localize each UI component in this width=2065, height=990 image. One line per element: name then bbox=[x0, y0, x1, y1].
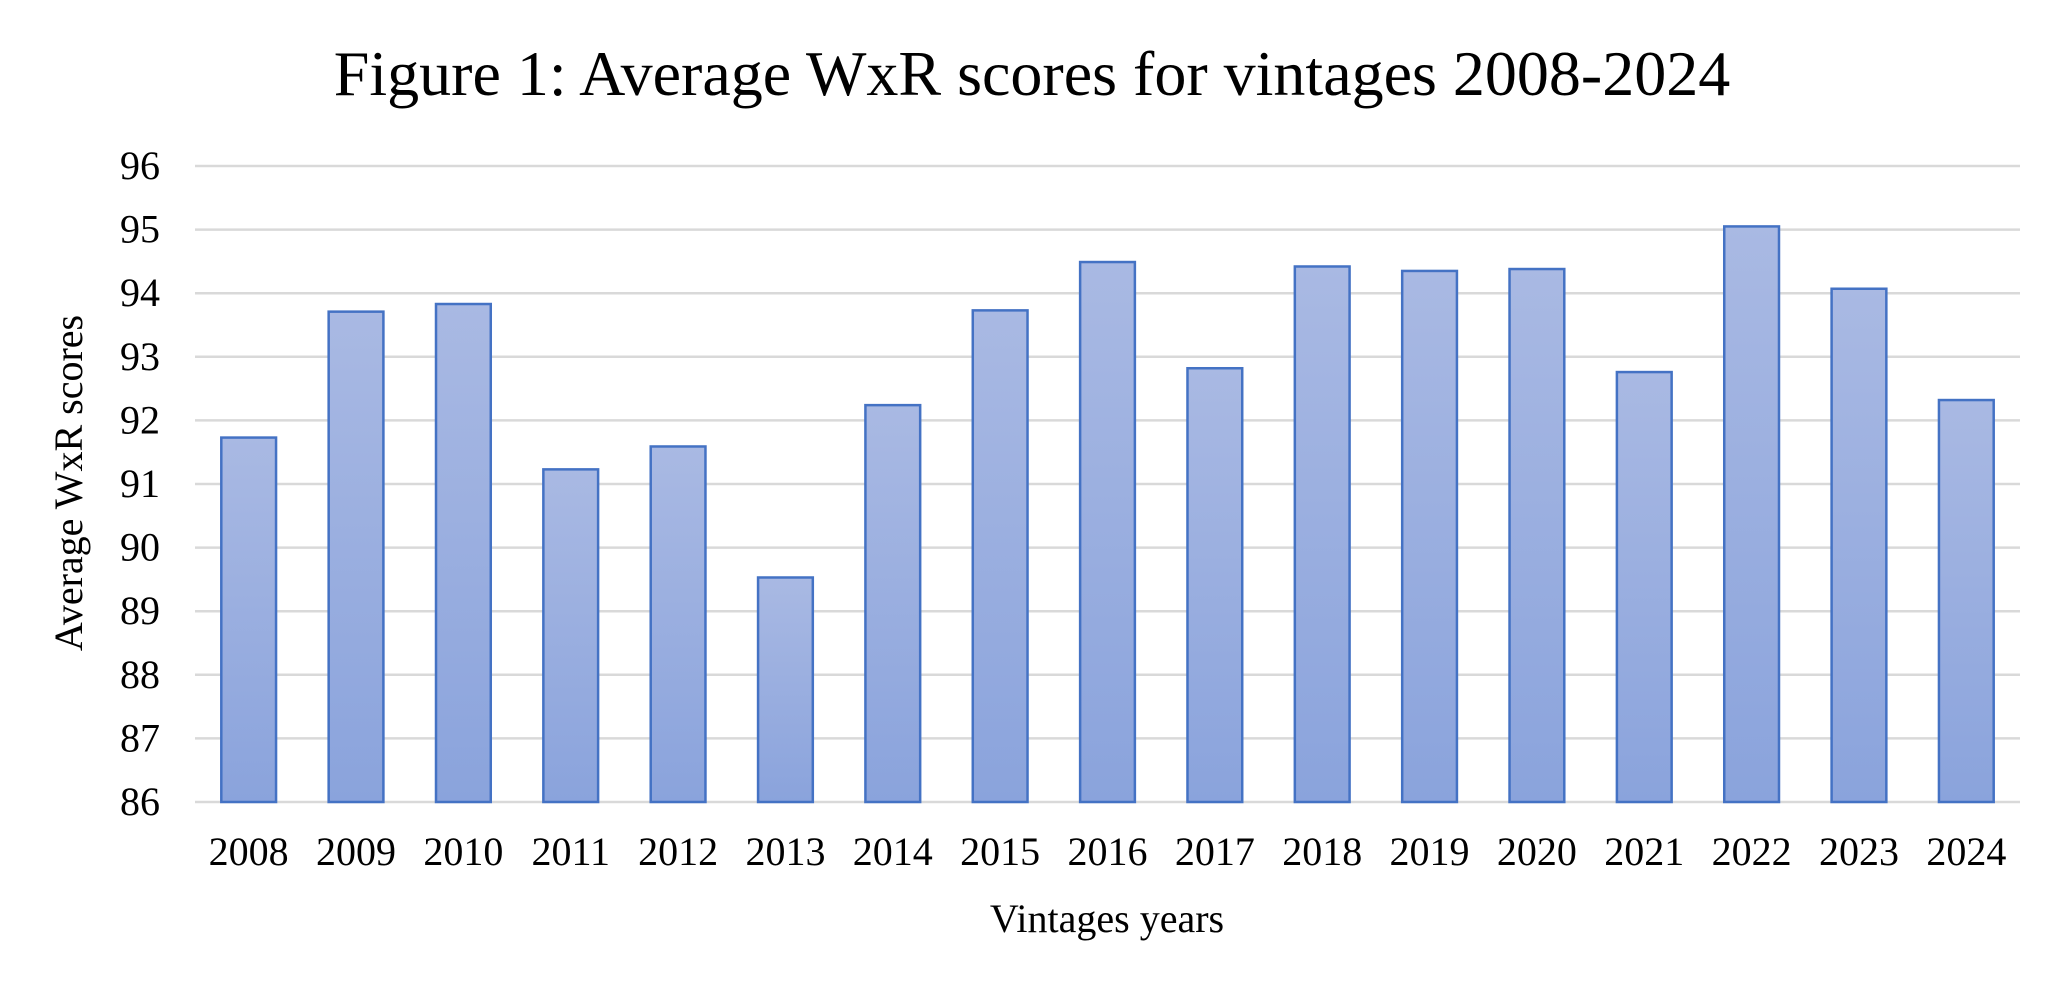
y-tick-label: 88 bbox=[120, 652, 160, 697]
x-tick-label: 2010 bbox=[423, 829, 503, 874]
bar-2011 bbox=[542, 468, 600, 804]
x-tick-label: 2023 bbox=[1819, 829, 1899, 874]
x-tick-label: 2008 bbox=[209, 829, 289, 874]
bar-2014 bbox=[864, 403, 922, 804]
bar-2021 bbox=[1615, 370, 1673, 804]
bar-2023 bbox=[1830, 287, 1888, 804]
bar-2024 bbox=[1937, 398, 1995, 804]
x-tick-label: 2020 bbox=[1497, 829, 1577, 874]
chart-title: Figure 1: Average WxR scores for vintage… bbox=[334, 38, 1730, 109]
x-tick-label: 2014 bbox=[853, 829, 933, 874]
x-tick-label: 2017 bbox=[1175, 829, 1255, 874]
x-tick-label: 2011 bbox=[531, 829, 610, 874]
y-axis-label: Average WxR scores bbox=[46, 315, 91, 651]
x-axis-ticks: 2008 2009 2010 2011 2012 2013 2014 2015 2016 2017… bbox=[209, 829, 2007, 874]
x-axis-label: Vintages years bbox=[990, 896, 1224, 941]
y-tick-label: 94 bbox=[120, 270, 160, 315]
x-tick-label: 2012 bbox=[638, 829, 718, 874]
bar-2019 bbox=[1400, 269, 1459, 804]
bar-2015 bbox=[971, 309, 1029, 804]
x-tick-label: 2013 bbox=[745, 829, 825, 874]
y-tick-label: 90 bbox=[120, 525, 160, 570]
x-tick-label: 2019 bbox=[1390, 829, 1470, 874]
x-tick-label: 2021 bbox=[1604, 829, 1684, 874]
y-tick-label: 87 bbox=[120, 715, 160, 760]
bar-2016 bbox=[1078, 260, 1137, 804]
bar-2013 bbox=[756, 576, 815, 804]
y-axis-ticks: 86 87 88 89 90 91 92 93 94 95 96 bbox=[120, 143, 160, 824]
x-tick-label: 2009 bbox=[316, 829, 396, 874]
x-tick-label: 2024 bbox=[1926, 829, 2006, 874]
x-tick-label: 2015 bbox=[960, 829, 1040, 874]
y-tick-label: 89 bbox=[120, 588, 160, 633]
bar-2010 bbox=[434, 302, 493, 804]
x-tick-label: 2018 bbox=[1282, 829, 1362, 874]
bar-2008 bbox=[220, 436, 278, 804]
y-tick-label: 86 bbox=[120, 779, 160, 824]
x-tick-label: 2016 bbox=[1068, 829, 1148, 874]
y-tick-label: 91 bbox=[120, 461, 160, 506]
bars bbox=[220, 225, 1995, 804]
bar-2022 bbox=[1722, 225, 1781, 804]
y-tick-label: 95 bbox=[120, 207, 160, 252]
x-tick-label: 2022 bbox=[1712, 829, 1792, 874]
y-tick-label: 93 bbox=[120, 334, 160, 379]
bar-2017 bbox=[1186, 366, 1244, 804]
y-tick-label: 96 bbox=[120, 143, 160, 188]
bar-2012 bbox=[649, 445, 707, 804]
bar-2009 bbox=[327, 310, 385, 804]
y-tick-label: 92 bbox=[120, 397, 160, 442]
bar-2020 bbox=[1508, 267, 1566, 804]
bar-2018 bbox=[1293, 265, 1351, 804]
